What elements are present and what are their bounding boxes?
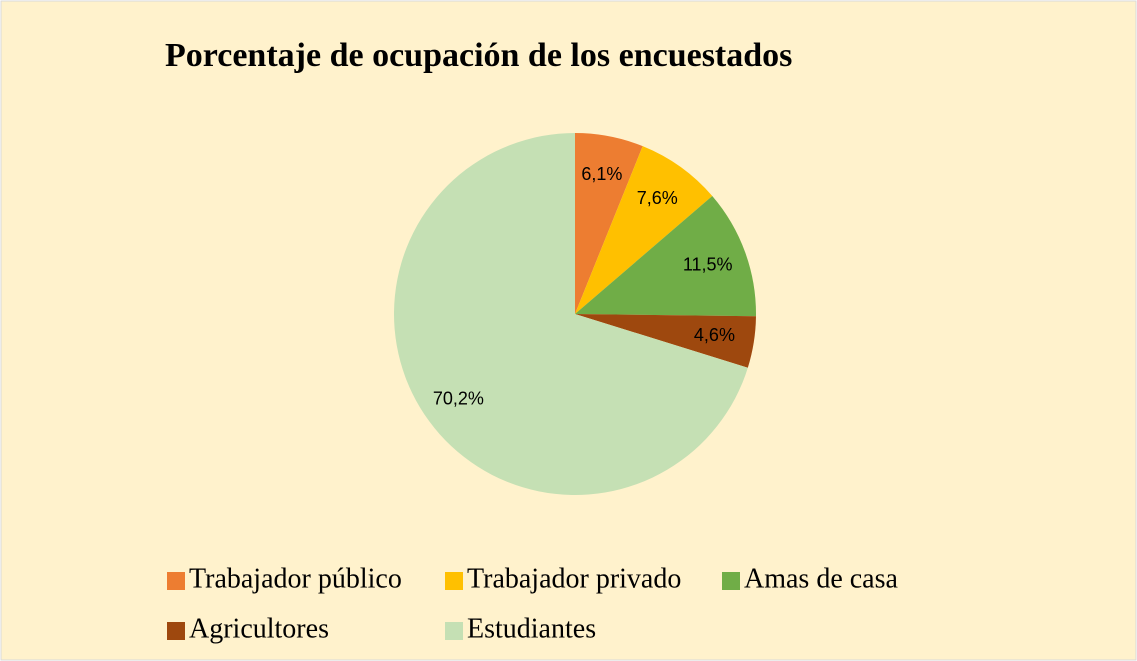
data-label: 11,5% <box>683 255 733 275</box>
legend-swatch <box>722 572 740 590</box>
data-label: 7,6% <box>637 188 678 208</box>
pie-slice <box>575 146 713 314</box>
legend-label: Trabajador privado <box>467 563 681 594</box>
legend-swatch <box>167 622 185 640</box>
legend-swatch <box>167 572 185 590</box>
pie-slice <box>575 196 756 317</box>
data-label: 4,6% <box>694 325 735 345</box>
legend-label: Estudiantes <box>467 613 596 644</box>
pie-slice <box>575 133 643 314</box>
data-label: 6,1% <box>581 164 622 184</box>
data-label: 70,2% <box>433 389 484 409</box>
pie-slice <box>394 133 748 496</box>
legend-swatch <box>445 622 463 640</box>
legend-label: Agricultores <box>189 613 329 644</box>
legend-label: Trabajador público <box>189 563 402 594</box>
legend-swatch <box>445 572 463 590</box>
chart-title: Porcentaje de ocupación de los encuestad… <box>165 37 792 74</box>
legend-label: Amas de casa <box>744 563 899 594</box>
pie-slice <box>575 314 756 368</box>
